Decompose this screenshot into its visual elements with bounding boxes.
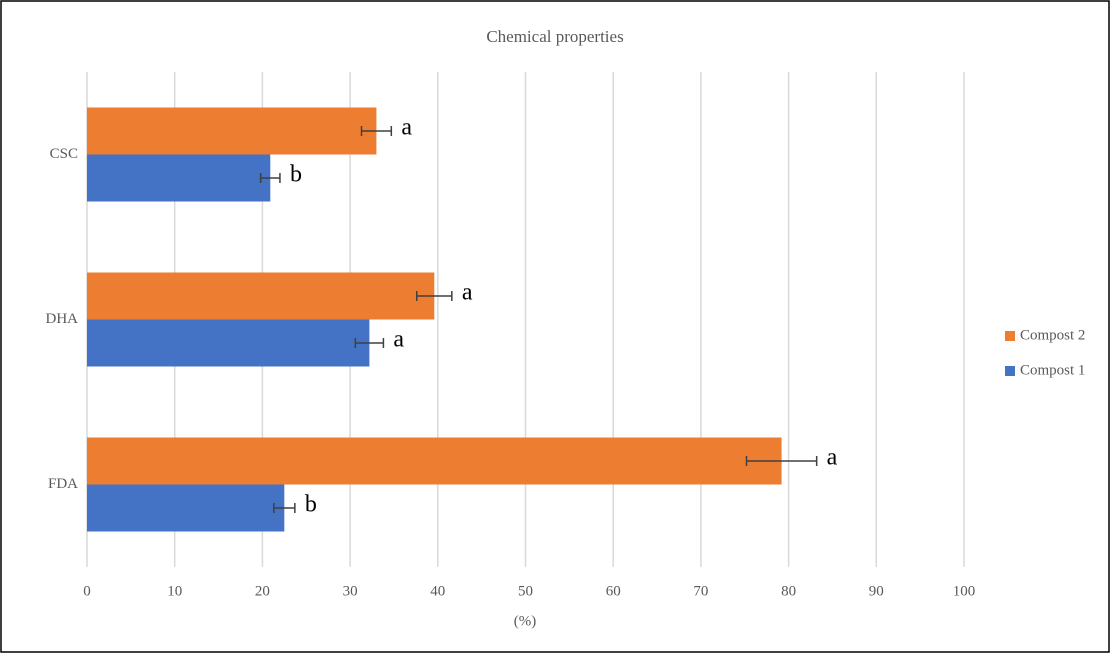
y-tick-label: CSC	[50, 146, 78, 162]
legend-swatch	[1005, 331, 1015, 341]
x-tick-label: 100	[953, 583, 976, 599]
significance-letter: a	[393, 327, 404, 353]
significance-letter: b	[290, 162, 302, 188]
bar	[87, 319, 370, 367]
bar	[87, 154, 271, 202]
x-tick-label: 40	[430, 583, 445, 599]
bar	[87, 272, 435, 320]
significance-letter: a	[401, 115, 412, 141]
y-tick-label: FDA	[48, 476, 78, 492]
x-tick-label: 90	[869, 583, 884, 599]
bar	[87, 107, 377, 155]
x-tick-label: 50	[518, 583, 533, 599]
legend-label: Compost 2	[1020, 327, 1085, 343]
legend-label: Compost 1	[1020, 362, 1085, 378]
significance-letter: a	[827, 445, 838, 471]
x-tick-label: 0	[83, 583, 91, 599]
x-tick-label: 60	[606, 583, 621, 599]
x-axis-label: (%)	[514, 613, 537, 629]
y-tick-label: DHA	[46, 311, 79, 327]
significance-letter: b	[305, 492, 317, 518]
significance-letter: a	[462, 280, 473, 306]
x-tick-label: 80	[781, 583, 796, 599]
bar	[87, 437, 782, 485]
x-tick-label: 30	[343, 583, 358, 599]
x-tick-label: 10	[167, 583, 182, 599]
chart-title: Chemical properties	[486, 27, 623, 46]
x-tick-label: 20	[255, 583, 270, 599]
bar	[87, 484, 285, 532]
x-tick-label: 70	[693, 583, 708, 599]
legend-swatch	[1005, 366, 1015, 376]
